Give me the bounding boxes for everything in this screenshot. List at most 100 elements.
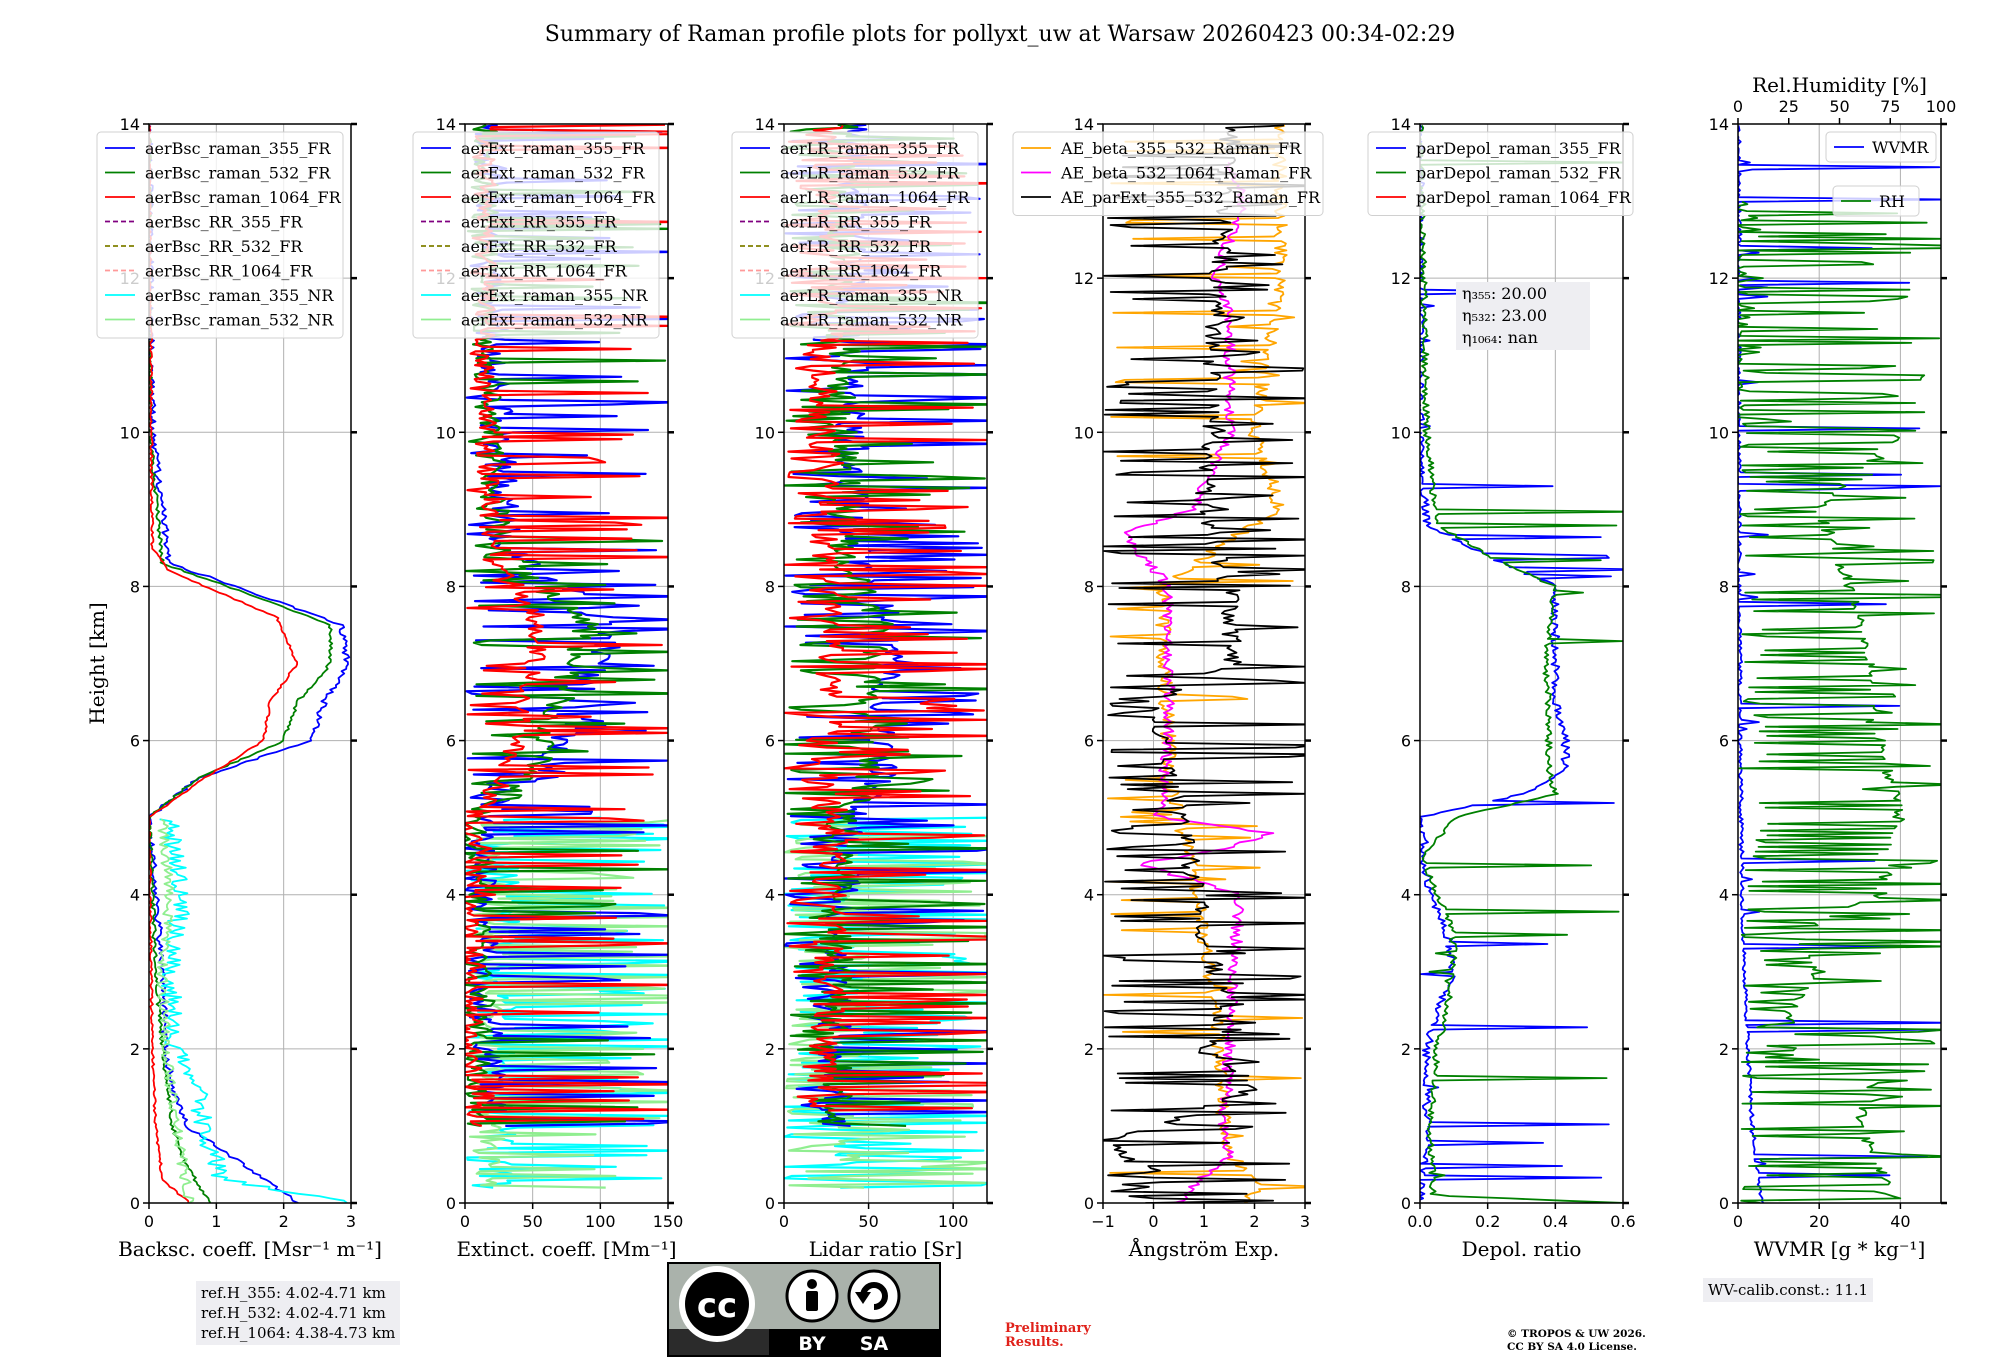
y-tick-label: 4: [765, 886, 775, 905]
legend-entry-label: aerLR_raman_532_NR: [780, 311, 963, 330]
y-tick-label: 4: [446, 886, 456, 905]
preliminary-results-note: Preliminary Results.: [1005, 1322, 1091, 1350]
y-tick-label: 6: [1719, 732, 1729, 751]
x-axis-label: Backsc. coeff. [Msr⁻¹ m⁻¹]: [118, 1237, 382, 1261]
y-axis-label: Height [km]: [85, 602, 109, 724]
sa-share-icon: [847, 1269, 901, 1323]
legend-entry-label: parDepol_raman_532_FR: [1416, 164, 1622, 183]
x-tick-label: 2: [1249, 1212, 1259, 1231]
series-line: [156, 818, 195, 1203]
y-tick-label: 4: [1401, 886, 1411, 905]
x-tick-label: 0: [1148, 1212, 1158, 1231]
y-tick-label: 6: [130, 732, 140, 751]
y-tick-label: 0: [446, 1194, 456, 1213]
legend-entry-label: aerLR_raman_1064_FR: [780, 188, 970, 207]
y-tick-label: 2: [765, 1040, 775, 1059]
y-tick-label: 2: [130, 1040, 140, 1059]
series-line: [149, 124, 334, 1203]
y-tick-label: 6: [765, 732, 775, 751]
prelim-line-1: Preliminary: [1005, 1321, 1091, 1336]
legend-entry-label: aerLR_raman_355_NR: [780, 286, 963, 305]
legend-entry-label: aerLR_RR_532_FR: [780, 237, 932, 256]
y-tick-label: 6: [1401, 732, 1411, 751]
y-tick-label: 2: [446, 1040, 456, 1059]
legend-box: [1012, 131, 1324, 216]
x-tick-label: 100: [938, 1212, 969, 1231]
y-tick-label: 0: [1084, 1194, 1094, 1213]
legend-entry-label: aerExt_RR_355_FR: [461, 213, 618, 232]
y-tick-label: 8: [1401, 577, 1411, 596]
legend-wvmr: WVMR: [1825, 131, 1937, 163]
legend-lr: aerLR_raman_355_FR aerLR_raman_532_FR aerL…: [731, 131, 979, 339]
eta-entry: η₃₅₅: 20.00: [1462, 284, 1547, 303]
x-tick-label: 2: [279, 1212, 289, 1231]
legend-entry-label: aerBsc_raman_532_FR: [145, 164, 331, 183]
y-tick-label: 0: [130, 1194, 140, 1213]
y-tick-label: 8: [765, 577, 775, 596]
y-tick-label: 14: [1074, 115, 1094, 134]
axes-frame: [148, 123, 352, 1204]
y-tick-label: 14: [755, 115, 775, 134]
y-tick-label: 8: [446, 577, 456, 596]
series-line: [1420, 124, 1623, 1201]
eta-entry: η₁₀₆₄: nan: [1462, 328, 1538, 347]
y-tick-label: 0: [1401, 1194, 1411, 1213]
y-tick-label: 10: [755, 423, 775, 442]
legend-entry-label: aerBsc_raman_355_NR: [145, 286, 334, 305]
y-tick-label: 0: [1719, 1194, 1729, 1213]
legend-entry-label: aerExt_raman_355_NR: [461, 286, 649, 305]
wv-calibration-box: WV-calib.const.: 11.1: [1703, 1278, 1874, 1302]
eta-box-bg: [1456, 282, 1590, 350]
legend-entry-label: aerLR_RR_355_FR: [780, 213, 932, 232]
x-tick-label: 0.2: [1475, 1212, 1500, 1231]
legend-entry-label: aerBsc_raman_532_NR: [145, 311, 334, 330]
y-tick-label: 12: [1709, 269, 1729, 288]
y-tick-label: 12: [1074, 269, 1094, 288]
legend-entry-label: aerExt_raman_1064_FR: [461, 188, 656, 207]
panel-lr: 02468101214050100Lidar ratio [Sr]aerLR_r…: [731, 115, 993, 1261]
legend-depol: parDepol_raman_355_FR parDepol_raman_532_…: [1367, 131, 1634, 216]
cc-logo-text: cc: [697, 1286, 737, 1326]
y-tick-label: 0: [765, 1194, 775, 1213]
x-tick-label: 1: [1199, 1212, 1209, 1231]
y-tick-label: 10: [1391, 423, 1411, 442]
figure-title: Summary of Raman profile plots for polly…: [544, 22, 1456, 47]
y-tick-label: 4: [1084, 886, 1094, 905]
series-line: [149, 124, 351, 1203]
legend-entry-label: aerLR_RR_1064_FR: [780, 262, 942, 281]
legend-box: [1367, 131, 1634, 216]
series-group: [1420, 124, 1623, 1203]
top-x-tick-label: 0: [1733, 97, 1743, 116]
legend-entry-label: aerExt_raman_355_FR: [461, 139, 646, 158]
x-tick-label: 0: [779, 1212, 789, 1231]
x-tick-label: 0: [1733, 1212, 1743, 1231]
x-tick-label: 0.6: [1610, 1212, 1635, 1231]
wv-calib-const: WV-calib.const.: 11.1: [1708, 1281, 1869, 1299]
x-tick-label: 100: [585, 1212, 616, 1231]
legend-entry-label: aerExt_RR_1064_FR: [461, 262, 628, 281]
y-tick-label: 8: [1084, 577, 1094, 596]
legend-ext: aerExt_raman_355_FR aerExt_raman_532_FRae…: [412, 131, 660, 339]
x-axis-label: Depol. ratio: [1462, 1237, 1582, 1261]
legend-box: [96, 131, 344, 339]
y-tick-label: 2: [1719, 1040, 1729, 1059]
series-line: [1420, 125, 1623, 1203]
badge-by-label: BY: [798, 1333, 825, 1355]
by-person-body: [806, 1291, 818, 1311]
eta-entry: η₅₃₂: 23.00: [1462, 306, 1547, 325]
legend-entry-label: aerBsc_RR_355_FR: [145, 213, 303, 232]
x-tick-label: 0: [460, 1212, 470, 1231]
top-axis-label: Rel.Humidity [%]: [1752, 73, 1927, 97]
x-axis-label: Lidar ratio [Sr]: [809, 1237, 963, 1261]
cc-by-sa-license-badge: cc BY SA: [667, 1262, 941, 1357]
legend-entry-label: aerLR_raman_532_FR: [780, 164, 960, 183]
by-person-head: [807, 1279, 817, 1289]
axes-frame: [464, 123, 669, 1204]
x-tick-label: 1: [211, 1212, 221, 1231]
legend-entry-label: aerLR_raman_355_FR: [780, 139, 960, 158]
series-group: [1738, 125, 1941, 1203]
legend-entry-label: parDepol_raman_1064_FR: [1416, 188, 1632, 207]
copyright-note: © TROPOS & UW 2026. CC BY SA 4.0 License…: [1507, 1328, 1646, 1354]
